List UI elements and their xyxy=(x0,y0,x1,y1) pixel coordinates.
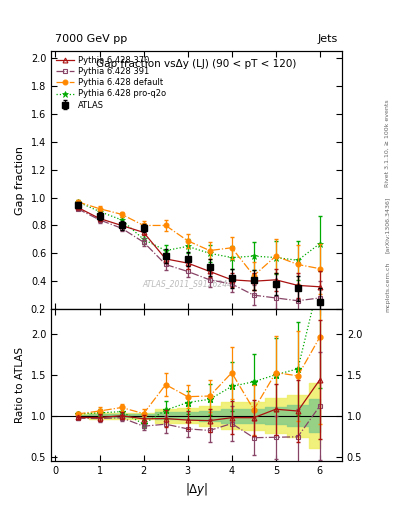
Pythia 6.428 pro-q2o xyxy=(318,241,322,247)
Pythia 6.428 pro-q2o xyxy=(141,237,146,243)
Pythia 6.428 370 xyxy=(163,256,168,262)
Text: Gap fraction vsΔy (LJ) (90 < pT < 120): Gap fraction vsΔy (LJ) (90 < pT < 120) xyxy=(96,59,297,69)
X-axis label: $|\Delta y|$: $|\Delta y|$ xyxy=(185,481,208,498)
Pythia 6.428 pro-q2o xyxy=(119,217,124,223)
Pythia 6.428 pro-q2o xyxy=(97,208,102,215)
Line: Pythia 6.428 391: Pythia 6.428 391 xyxy=(75,206,322,303)
Pythia 6.428 370 xyxy=(75,204,80,210)
Pythia 6.428 default xyxy=(230,245,234,251)
Pythia 6.428 391 xyxy=(141,239,146,245)
Pythia 6.428 370 xyxy=(274,277,278,283)
Pythia 6.428 default xyxy=(163,222,168,228)
Pythia 6.428 default xyxy=(97,206,102,212)
Pythia 6.428 default xyxy=(318,266,322,272)
Pythia 6.428 370 xyxy=(230,277,234,283)
Line: Pythia 6.428 default: Pythia 6.428 default xyxy=(75,199,322,278)
Pythia 6.428 default xyxy=(75,199,80,205)
Pythia 6.428 391 xyxy=(163,262,168,268)
Pythia 6.428 391 xyxy=(318,295,322,301)
Pythia 6.428 370 xyxy=(185,260,190,266)
Text: ATLAS_2011_S9126244: ATLAS_2011_S9126244 xyxy=(143,280,233,288)
Line: Pythia 6.428 pro-q2o: Pythia 6.428 pro-q2o xyxy=(74,199,323,264)
Text: Rivet 3.1.10, ≥ 100k events: Rivet 3.1.10, ≥ 100k events xyxy=(385,99,390,187)
Pythia 6.428 391 xyxy=(97,217,102,223)
Pythia 6.428 pro-q2o xyxy=(208,250,212,257)
Pythia 6.428 pro-q2o xyxy=(75,199,80,205)
Pythia 6.428 default xyxy=(296,262,300,268)
Pythia 6.428 391 xyxy=(230,281,234,287)
Pythia 6.428 370 xyxy=(97,216,102,222)
Pythia 6.428 default xyxy=(208,247,212,253)
Pythia 6.428 370 xyxy=(318,284,322,290)
Pythia 6.428 pro-q2o xyxy=(163,247,168,253)
Pythia 6.428 pro-q2o xyxy=(230,254,234,261)
Text: mcplots.cern.ch: mcplots.cern.ch xyxy=(385,262,390,312)
Pythia 6.428 pro-q2o xyxy=(296,257,300,263)
Pythia 6.428 391 xyxy=(119,225,124,231)
Pythia 6.428 default xyxy=(141,222,146,228)
Pythia 6.428 370 xyxy=(208,268,212,274)
Pythia 6.428 pro-q2o xyxy=(252,253,256,259)
Pythia 6.428 pro-q2o xyxy=(274,254,278,261)
Text: [arXiv:1306.3436]: [arXiv:1306.3436] xyxy=(385,197,390,253)
Text: 7000 GeV pp: 7000 GeV pp xyxy=(55,33,127,44)
Pythia 6.428 default xyxy=(119,211,124,218)
Pythia 6.428 pro-q2o xyxy=(185,243,190,249)
Pythia 6.428 370 xyxy=(296,282,300,288)
Pythia 6.428 391 xyxy=(185,268,190,274)
Pythia 6.428 391 xyxy=(252,292,256,298)
Pythia 6.428 370 xyxy=(119,222,124,228)
Y-axis label: Ratio to ATLAS: Ratio to ATLAS xyxy=(15,347,25,423)
Legend: Pythia 6.428 370, Pythia 6.428 391, Pythia 6.428 default, Pythia 6.428 pro-q2o, : Pythia 6.428 370, Pythia 6.428 391, Pyth… xyxy=(54,55,167,111)
Pythia 6.428 default xyxy=(252,272,256,279)
Pythia 6.428 default xyxy=(274,253,278,259)
Pythia 6.428 370 xyxy=(252,278,256,284)
Pythia 6.428 default xyxy=(185,238,190,244)
Y-axis label: Gap fraction: Gap fraction xyxy=(15,145,25,215)
Text: Jets: Jets xyxy=(318,33,338,44)
Line: Pythia 6.428 370: Pythia 6.428 370 xyxy=(75,205,322,289)
Pythia 6.428 370 xyxy=(141,229,146,236)
Pythia 6.428 391 xyxy=(208,277,212,283)
Pythia 6.428 391 xyxy=(296,297,300,304)
Pythia 6.428 391 xyxy=(274,295,278,301)
Pythia 6.428 391 xyxy=(75,206,80,212)
